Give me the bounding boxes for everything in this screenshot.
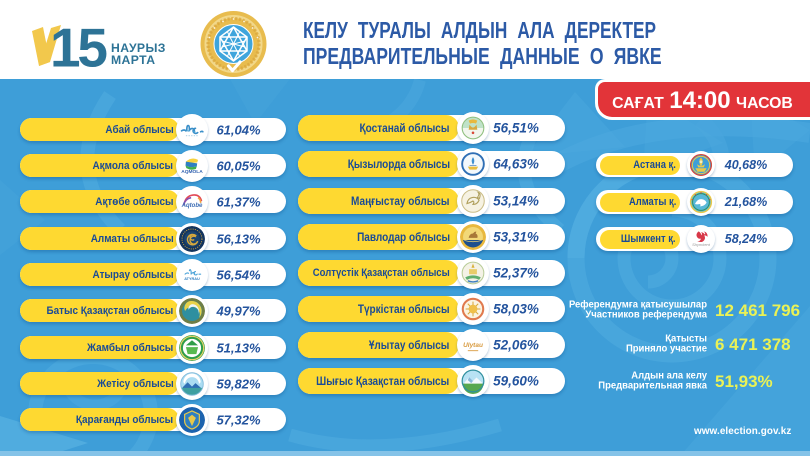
svg-text:Shymkent: Shymkent: [692, 242, 711, 247]
svg-text:МАРТА: МАРТА: [111, 53, 155, 67]
svg-text:AQMOLA: AQMOLA: [181, 168, 203, 174]
svg-text:ATYRAU: ATYRAU: [184, 277, 200, 281]
svg-text:НАУРЫЗ: НАУРЫЗ: [111, 41, 166, 55]
svg-text:Ulytau: Ulytau: [463, 342, 483, 349]
svg-text:15: 15: [50, 17, 107, 76]
svg-text:Aqtobe: Aqtobe: [181, 203, 203, 209]
